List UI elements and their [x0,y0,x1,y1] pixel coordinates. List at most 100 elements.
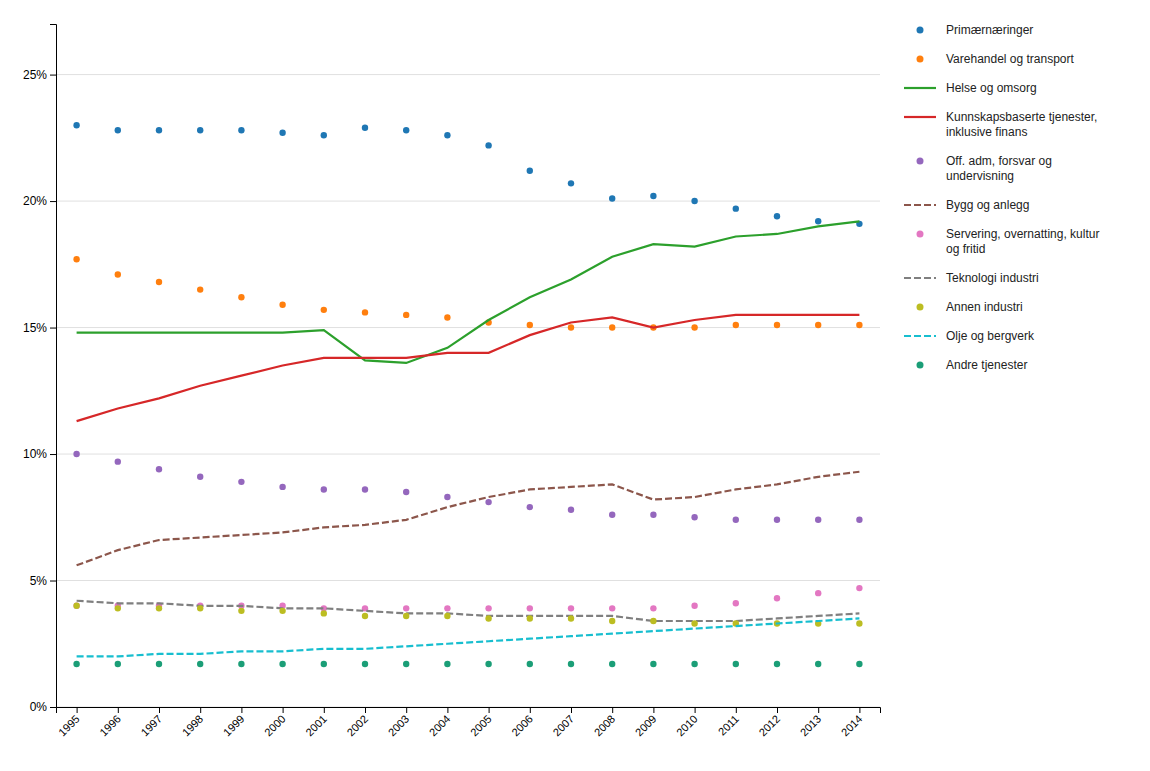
y-tick: 20% [23,194,56,208]
x-tick-mark [118,707,119,713]
series-point [115,271,121,277]
series-point [527,661,533,667]
series-point [279,484,285,490]
series-point [444,314,450,320]
series-point [774,595,780,601]
x-tick-mark [653,707,654,713]
series-point [527,504,533,510]
series-point [485,499,491,505]
legend-swatch [904,335,936,337]
legend-swatch [904,277,936,279]
legend-label: Olje og bergverk [946,329,1035,343]
series-point [691,620,697,626]
series-point [856,661,862,667]
series-point [197,127,203,133]
legend-label: Servering, overnatting, kulturog fritid [946,227,1099,256]
x-axis-line [57,708,881,714]
series-point [568,605,574,611]
legend-swatch [917,27,924,34]
legend-label: Annen industri [946,300,1023,314]
series-point [321,132,327,138]
series-point [609,324,615,330]
x-tick: 2004 [427,707,453,738]
series-line [77,221,860,363]
x-tick: 2007 [550,707,576,738]
x-tick-label: 2006 [509,713,535,739]
series-point [279,302,285,308]
series [73,603,862,627]
series-point [403,613,409,619]
series-point [774,661,780,667]
y-tick-label: 20% [23,194,47,208]
series-point [568,180,574,186]
series-point [609,618,615,624]
x-tick-mark [818,707,819,713]
y-tick-label: 25% [23,68,47,82]
legend-label: Kunnskapsbaserte tjenester,inklusive fin… [946,110,1097,139]
legend-item: Bygg og anlegg [904,198,1029,212]
legend-item: Off. adm, forsvar ogundervisning [917,154,1052,183]
series-point [733,205,739,211]
series [73,122,862,227]
x-tick: 2002 [344,707,370,738]
series-point [568,324,574,330]
series-point [774,517,780,523]
x-tick-label: 2005 [468,713,494,739]
series-point [444,132,450,138]
y-tick-mark [50,581,56,582]
x-tick-label: 2003 [386,713,412,739]
series-point [321,661,327,667]
y-tick: 15% [23,321,56,335]
series-point [733,661,739,667]
series-line [77,472,860,566]
series-point [321,610,327,616]
x-tick-label: 2010 [674,713,700,739]
x-tick-label: 2002 [344,713,370,739]
x-tick-mark [241,707,242,713]
series-point [279,130,285,136]
legend-swatch [904,116,936,118]
series-point [197,474,203,480]
series-point [691,514,697,520]
x-tick: 1998 [180,707,206,738]
y-tick: 0% [30,700,56,714]
series-point [650,618,656,624]
series-point [527,168,533,174]
series-point [156,605,162,611]
legend-swatch [917,56,924,63]
series-point [691,603,697,609]
series-point [362,309,368,315]
x-tick-mark [324,707,325,713]
x-axis: 1995199619971998199920002001200220032004… [56,707,881,738]
series-point [609,661,615,667]
y-tick-mark [50,201,56,202]
series-point [362,486,368,492]
series-point [650,661,656,667]
x-tick-label: 2012 [756,713,782,739]
series-point [774,322,780,328]
series-point [362,661,368,667]
series [73,451,862,523]
series-point [238,661,244,667]
series-point [403,661,409,667]
x-tick-label: 2008 [592,713,618,739]
legend-swatch [917,304,924,311]
legend-item: Servering, overnatting, kulturog fritid [917,227,1100,256]
x-tick-mark [859,707,860,713]
series-point [115,605,121,611]
legend-item: Kunnskapsbaserte tjenester,inklusive fin… [904,110,1097,139]
y-tick-mark [50,707,56,708]
series-point [527,615,533,621]
legend: PrimærnæringerVarehandel og transportHel… [904,23,1099,372]
series-point [238,127,244,133]
y-axis-line [50,25,57,708]
x-tick-mark [489,707,490,713]
x-tick: 1996 [97,707,123,738]
x-tick: 2005 [468,707,494,738]
x-tick: 1995 [56,707,82,738]
series-point [403,312,409,318]
series-point [238,608,244,614]
legend-label: Helse og omsorg [946,81,1037,95]
series-point [321,307,327,313]
plot: 1995199619971998199920002001200220032004… [23,23,1099,738]
